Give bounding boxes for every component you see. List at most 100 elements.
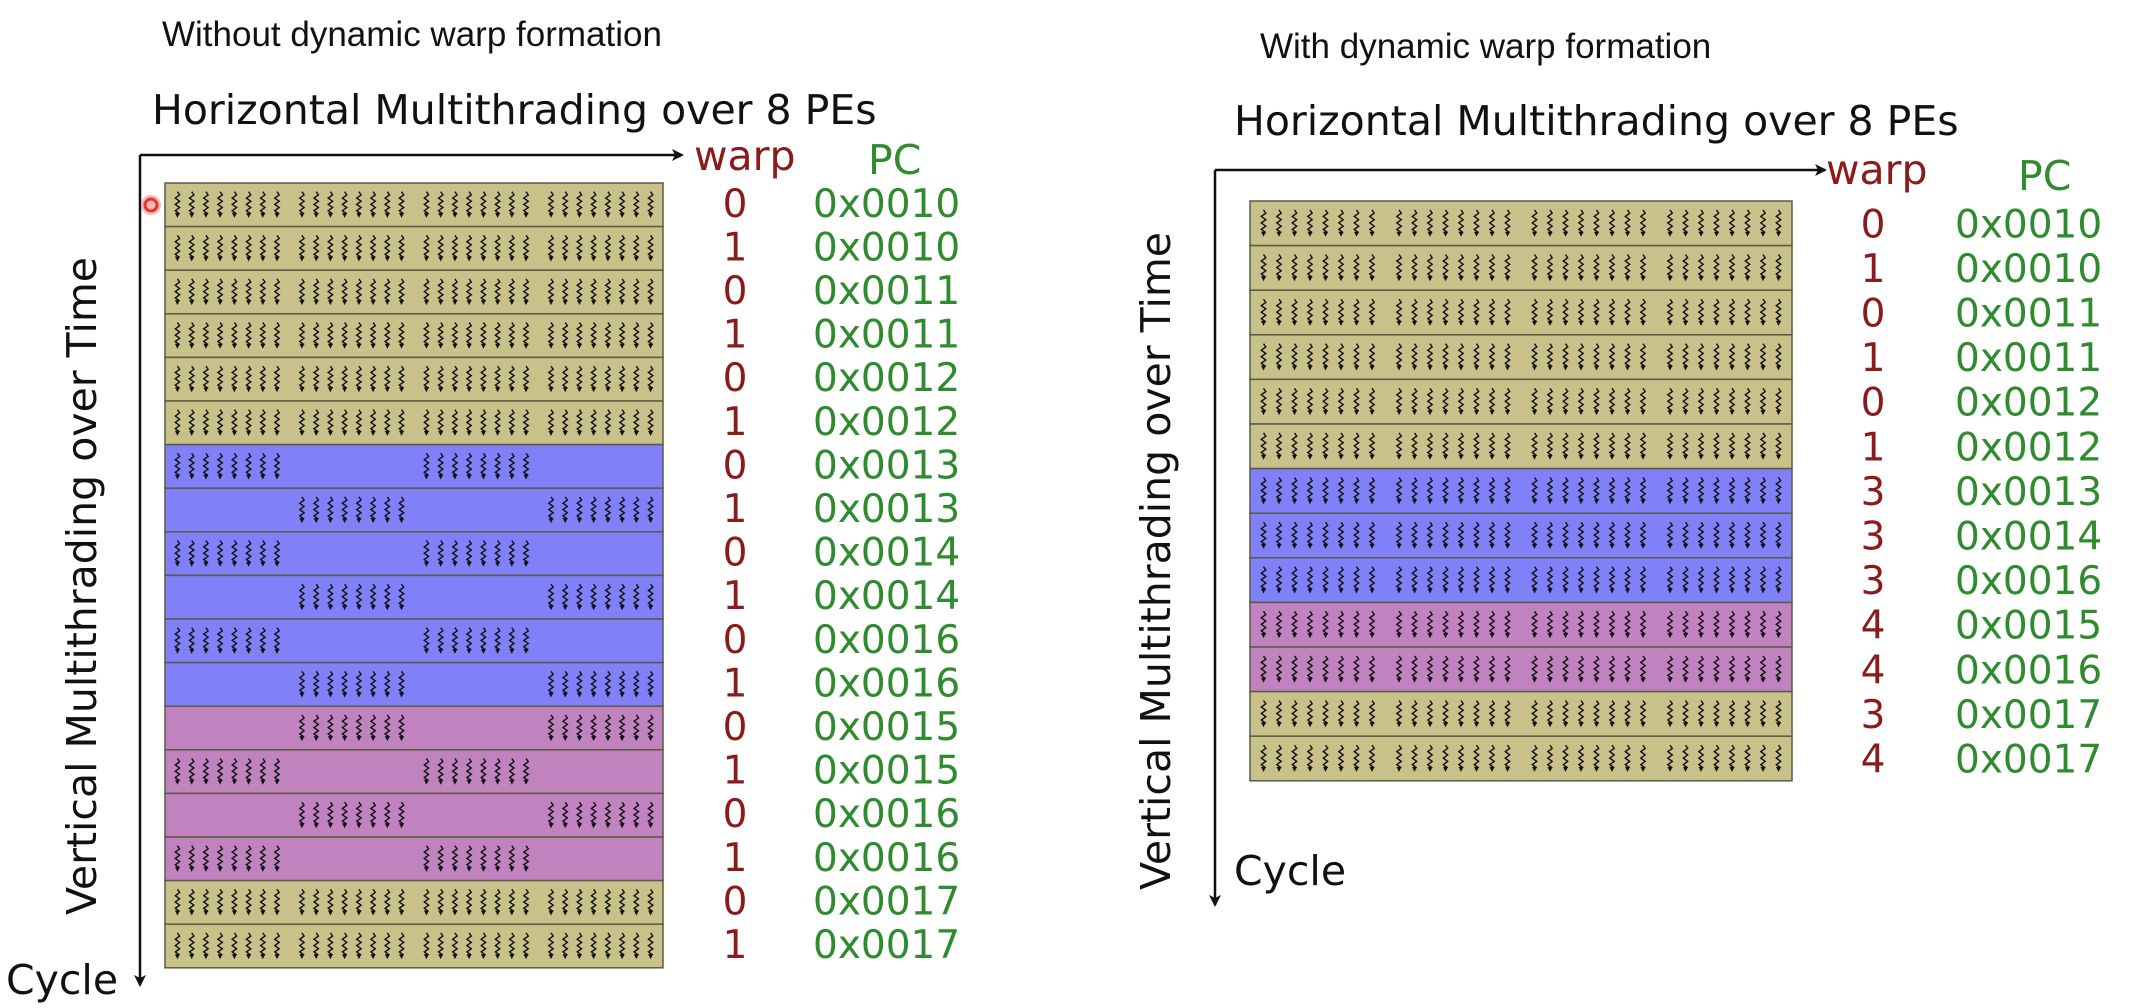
thread-squiggle-icon: [202, 234, 210, 262]
thread-squiggle-icon: [1337, 744, 1345, 772]
thread-squiggle-icon: [1608, 521, 1616, 549]
thread-squiggle-icon: [508, 627, 516, 654]
thread-squiggle-icon: [245, 322, 253, 349]
thread-squiggle-icon: [479, 540, 487, 567]
thread-squiggle-icon: [632, 888, 640, 916]
thread-squiggle-icon: [1697, 298, 1705, 326]
thread-squiggle-icon: [1291, 477, 1298, 505]
thread-squiggle-icon: [1411, 477, 1418, 505]
thread-squiggle-icon: [494, 932, 502, 960]
thread-squiggle-icon: [508, 932, 516, 960]
thread-squiggle-icon: [188, 932, 196, 960]
thread-squiggle-icon: [1608, 610, 1616, 639]
thread-squiggle-icon: [465, 540, 473, 567]
thread-squiggle-icon: [590, 365, 598, 393]
thread-squiggle-icon: [1713, 700, 1720, 728]
thread-squiggle-icon: [188, 627, 196, 654]
thread-squiggle-icon: [1759, 700, 1767, 728]
thread-squiggle-icon: [383, 932, 391, 960]
thread-squiggle-icon: [230, 409, 238, 436]
thread-squiggle-icon: [1353, 387, 1360, 416]
thread-squiggle-icon: [1411, 744, 1418, 772]
thread-squiggle-icon: [1593, 209, 1600, 237]
thread-squiggle-icon: [1260, 700, 1267, 728]
thread-squiggle-icon: [1697, 655, 1705, 683]
thread-squiggle-icon: [1395, 700, 1403, 728]
thread-squiggle-icon: [1395, 655, 1403, 683]
thread-squiggle-icon: [1682, 209, 1689, 237]
thread-squiggle-icon: [632, 496, 640, 524]
thread-squiggle-icon: [1775, 254, 1782, 282]
thread-squiggle-icon: [1593, 566, 1600, 594]
thread-squiggle-icon: [1666, 432, 1674, 460]
thread-squiggle-icon: [1624, 566, 1631, 594]
thread-squiggle-icon: [1666, 254, 1674, 282]
pc-value: 0x0016: [813, 618, 960, 663]
thread-squiggle-icon: [1744, 744, 1751, 772]
row-background: [1249, 557, 1793, 604]
thread-squiggle-icon: [398, 583, 405, 611]
thread-squiggle-icon: [1353, 655, 1360, 683]
thread-squiggle-icon: [1759, 254, 1767, 282]
thread-squiggle-icon: [1322, 432, 1329, 460]
thread-squiggle-icon: [188, 540, 196, 567]
thread-squiggle-icon: [355, 932, 363, 960]
thread-squiggle-icon: [188, 845, 196, 872]
thread-squiggle-icon: [590, 191, 598, 218]
thread-squiggle-icon: [1531, 298, 1538, 326]
thread-squiggle-icon: [1291, 343, 1298, 371]
thread-squiggle-icon: [230, 888, 238, 916]
thread-squiggle-icon: [1608, 477, 1616, 505]
thread-squiggle-icon: [1639, 254, 1647, 282]
thread-squiggle-icon: [618, 365, 626, 393]
row-background: [164, 313, 664, 359]
thread-squiggle-icon: [369, 409, 377, 436]
thread-squiggle-icon: [273, 234, 281, 262]
thread-squiggle-icon: [369, 191, 377, 218]
thread-squiggle-icon: [1473, 298, 1480, 326]
thread-squiggle-icon: [1426, 343, 1434, 371]
thread-squiggle-icon: [1442, 610, 1449, 639]
thread-squiggle-icon: [1531, 387, 1538, 416]
thread-squiggle-icon: [1275, 477, 1283, 505]
row-background: [164, 400, 664, 446]
thread-squiggle-icon: [1260, 521, 1267, 549]
thread-squiggle-icon: [355, 322, 363, 349]
thread-squiggle-icon: [1337, 566, 1345, 594]
thread-squiggle-icon: [1260, 477, 1267, 505]
thread-squiggle-icon: [1682, 521, 1689, 549]
thread-squiggle-icon: [1744, 655, 1751, 683]
thread-squiggle-icon: [174, 540, 181, 567]
thread-squiggle-icon: [1624, 254, 1631, 282]
thread-squiggle-icon: [547, 365, 555, 393]
thread-squiggle-icon: [508, 540, 516, 567]
warp-id: 1: [723, 313, 748, 358]
thread-squiggle-icon: [174, 322, 181, 349]
thread-squiggle-icon: [451, 540, 459, 567]
row-background: [1249, 690, 1793, 737]
pipeline-row: [164, 792, 664, 838]
thread-squiggle-icon: [1411, 566, 1418, 594]
thread-squiggle-icon: [1473, 700, 1480, 728]
thread-squiggle-icon: [1322, 387, 1329, 416]
pipeline-row: [1249, 378, 1793, 425]
thread-squiggle-icon: [1291, 387, 1298, 416]
thread-squiggle-icon: [547, 278, 555, 306]
thread-squiggle-icon: [1395, 343, 1403, 371]
thread-squiggle-icon: [1426, 566, 1434, 594]
thread-squiggle-icon: [398, 496, 405, 524]
thread-squiggle-icon: [1531, 566, 1538, 594]
pipeline-row: [164, 400, 664, 446]
thread-squiggle-icon: [1426, 744, 1434, 772]
thread-squiggle-icon: [1759, 655, 1767, 683]
thread-squiggle-icon: [423, 365, 430, 393]
thread-squiggle-icon: [1682, 655, 1689, 683]
thread-squiggle-icon: [451, 845, 459, 872]
thread-squiggle-icon: [1353, 432, 1360, 460]
thread-squiggle-icon: [561, 714, 569, 742]
thread-squiggle-icon: [522, 932, 530, 960]
thread-squiggle-icon: [465, 278, 473, 306]
thread-squiggle-icon: [604, 932, 612, 960]
thread-squiggle-icon: [1275, 700, 1283, 728]
thread-squiggle-icon: [647, 670, 655, 698]
